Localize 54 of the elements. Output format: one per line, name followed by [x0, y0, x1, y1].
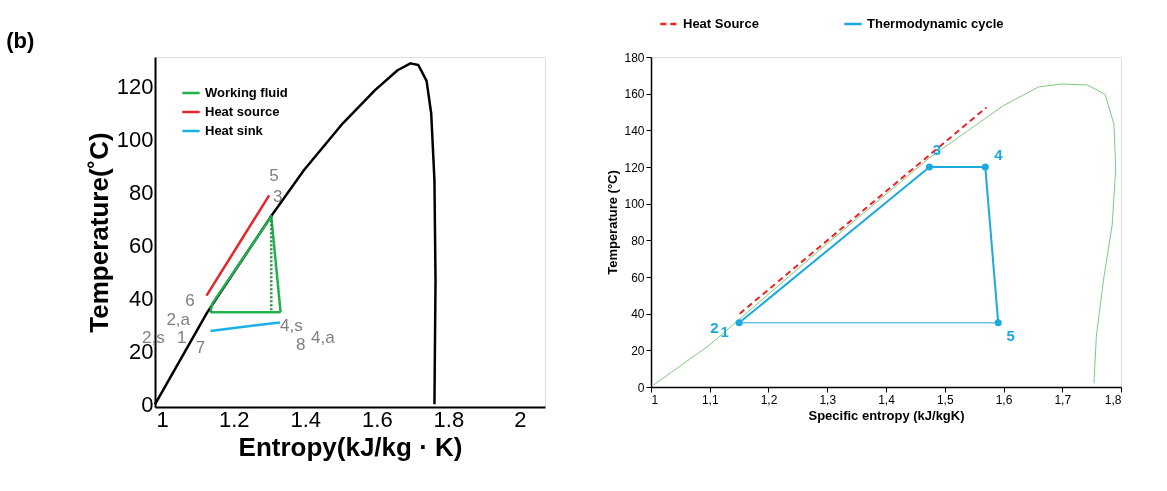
annotation: 2,a: [166, 309, 191, 329]
y-tick-label: 180: [624, 50, 645, 65]
annotation: 5: [1006, 326, 1015, 344]
x-tick-label: 1.8: [433, 406, 465, 432]
annotation: 2: [710, 319, 719, 337]
y-tick-label: 20: [631, 343, 645, 358]
y-tick-label: 60: [129, 232, 154, 258]
y-tick-label: 120: [116, 73, 154, 99]
y-axis-title: Temperature (°C): [605, 170, 621, 275]
y-tick-label: 100: [116, 126, 154, 152]
y-tick-label: 0: [141, 391, 154, 417]
y-tick-label: 0: [637, 380, 645, 395]
annotation: 4: [994, 146, 1004, 164]
annotation: 4,a: [311, 327, 336, 347]
annotation: 3: [273, 187, 283, 207]
annotation: 6: [185, 290, 195, 310]
y-tick-label: 80: [129, 179, 154, 205]
legend-label: Working fluid: [205, 85, 288, 100]
x-tick-label: 1.2: [218, 406, 250, 432]
legend-label: Thermodynamic cycle: [867, 16, 1004, 31]
x-tick-label: 1,4: [878, 392, 896, 407]
x-tick-label: 1.4: [290, 406, 322, 432]
x-tick-label: 1.6: [362, 406, 393, 432]
x-tick-label: 1,3: [819, 392, 837, 407]
legend-label: Heat sink: [205, 123, 264, 138]
y-tick-label: 140: [624, 123, 645, 138]
y-tick-label: 40: [631, 307, 645, 322]
x-axis-title: Entropy(kJ/kg · K): [238, 431, 463, 462]
y-tick-label: 100: [624, 197, 645, 212]
annotation: 1: [176, 327, 187, 347]
chart-title: (b): [6, 28, 35, 53]
y-tick-label: 60: [631, 270, 645, 285]
x-tick-label: 1,2: [760, 392, 778, 407]
x-tick-label: 1: [651, 392, 659, 407]
y-tick-label: 40: [129, 285, 154, 311]
x-tick-label: 1: [156, 406, 169, 432]
x-tick-label: 1,1: [701, 392, 719, 407]
x-tick-label: 1,6: [995, 392, 1013, 407]
annotation: 7: [195, 337, 206, 357]
legend-label: Heat source: [205, 104, 280, 119]
x-tick-label: 2: [514, 406, 527, 432]
x-tick-label: 1,7: [1054, 392, 1072, 407]
y-tick-label: 80: [631, 233, 645, 248]
x-tick-label: 1,5: [936, 392, 954, 407]
legend-label: Heat Source: [683, 16, 759, 31]
y-axis-title: Temperature(˚C): [83, 132, 114, 333]
x-axis-title: Specific entropy (kJ/kgK): [808, 407, 965, 423]
annotation: 8: [295, 335, 306, 355]
y-tick-label: 160: [624, 87, 645, 102]
x-tick-label: 1,8: [1104, 392, 1122, 407]
y-tick-label: 120: [624, 160, 645, 175]
annotation: 4,s: [280, 316, 303, 336]
annotation: 1: [720, 323, 729, 341]
annotation: 5: [269, 165, 279, 185]
